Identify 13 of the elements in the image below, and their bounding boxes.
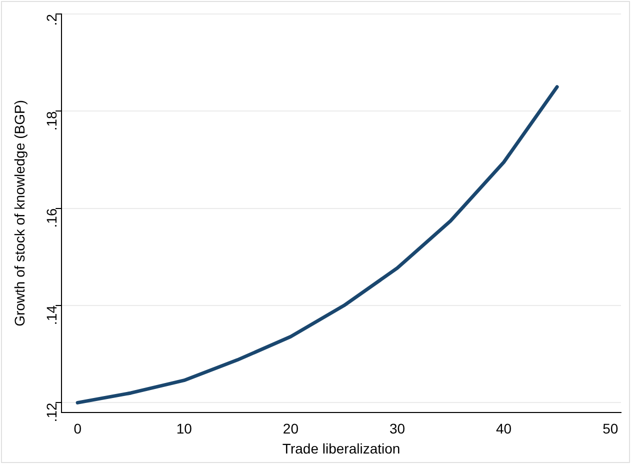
y-tick-label: .14 bbox=[43, 305, 60, 325]
x-axis-title: Trade liberalization bbox=[282, 440, 400, 456]
x-tick-label: 40 bbox=[496, 420, 512, 437]
x-tick-label: 50 bbox=[602, 420, 618, 437]
x-tick-label: 10 bbox=[176, 420, 192, 437]
x-tick-label: 0 bbox=[74, 420, 82, 437]
x-tick-label: 20 bbox=[282, 420, 299, 437]
y-tick-label: .2 bbox=[43, 14, 60, 26]
y-tick-label: .12 bbox=[43, 402, 60, 422]
x-tick-label: 30 bbox=[389, 420, 406, 437]
y-tick-label: .18 bbox=[43, 110, 60, 131]
y-axis-title: Growth of stock of knowledge (BGP) bbox=[11, 100, 28, 326]
y-tick-label: .16 bbox=[43, 208, 60, 228]
